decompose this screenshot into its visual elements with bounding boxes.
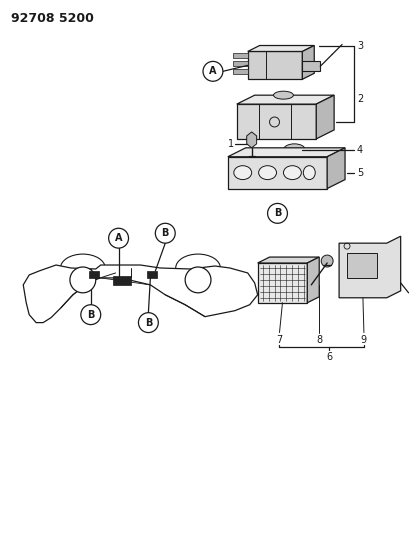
Text: 1: 1 bbox=[227, 139, 233, 149]
Text: 4: 4 bbox=[356, 145, 362, 155]
Circle shape bbox=[320, 255, 333, 267]
Polygon shape bbox=[232, 53, 247, 59]
Text: A: A bbox=[209, 66, 216, 76]
Polygon shape bbox=[257, 257, 319, 263]
Text: 7: 7 bbox=[276, 335, 282, 344]
Circle shape bbox=[155, 223, 175, 243]
Ellipse shape bbox=[283, 166, 301, 180]
Ellipse shape bbox=[258, 166, 276, 180]
Polygon shape bbox=[301, 61, 319, 71]
Polygon shape bbox=[247, 52, 301, 79]
Ellipse shape bbox=[233, 166, 251, 180]
Circle shape bbox=[81, 305, 101, 325]
Text: B: B bbox=[161, 228, 169, 238]
Polygon shape bbox=[247, 45, 313, 52]
Polygon shape bbox=[315, 95, 333, 139]
Circle shape bbox=[138, 313, 158, 333]
Text: 3: 3 bbox=[356, 41, 362, 51]
Text: 9: 9 bbox=[360, 335, 366, 344]
FancyBboxPatch shape bbox=[147, 271, 157, 278]
Text: 5: 5 bbox=[356, 168, 362, 177]
Text: B: B bbox=[273, 208, 281, 219]
Ellipse shape bbox=[303, 166, 315, 180]
Polygon shape bbox=[301, 45, 313, 79]
Circle shape bbox=[108, 228, 128, 248]
FancyBboxPatch shape bbox=[112, 276, 130, 285]
Polygon shape bbox=[346, 253, 376, 278]
Text: B: B bbox=[87, 310, 94, 320]
Polygon shape bbox=[236, 95, 333, 104]
Circle shape bbox=[185, 267, 211, 293]
Circle shape bbox=[70, 267, 96, 293]
Polygon shape bbox=[23, 265, 257, 322]
Polygon shape bbox=[227, 148, 344, 157]
Text: 6: 6 bbox=[325, 352, 331, 362]
Text: 8: 8 bbox=[315, 335, 321, 344]
Ellipse shape bbox=[273, 91, 293, 99]
Circle shape bbox=[267, 204, 287, 223]
Polygon shape bbox=[307, 257, 319, 303]
Text: 92708 5200: 92708 5200 bbox=[11, 12, 94, 25]
Polygon shape bbox=[227, 157, 326, 189]
Polygon shape bbox=[236, 104, 315, 139]
FancyBboxPatch shape bbox=[89, 271, 99, 278]
Circle shape bbox=[202, 61, 222, 81]
Polygon shape bbox=[326, 148, 344, 189]
Polygon shape bbox=[232, 61, 247, 67]
Polygon shape bbox=[232, 69, 247, 74]
Polygon shape bbox=[246, 132, 256, 148]
FancyBboxPatch shape bbox=[408, 290, 409, 298]
Polygon shape bbox=[338, 236, 400, 298]
Text: 2: 2 bbox=[356, 94, 362, 104]
Text: A: A bbox=[115, 233, 122, 243]
Polygon shape bbox=[257, 263, 307, 303]
Text: B: B bbox=[144, 318, 152, 328]
Ellipse shape bbox=[283, 144, 305, 156]
